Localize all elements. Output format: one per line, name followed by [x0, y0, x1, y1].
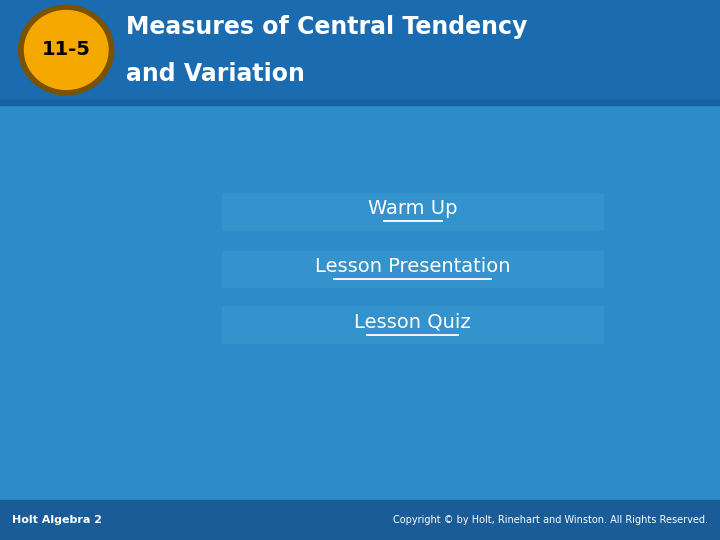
Bar [222, 251, 603, 287]
Bar [222, 306, 603, 343]
Bar [0, 500, 720, 540]
Text: Lesson Quiz: Lesson Quiz [354, 312, 471, 332]
Bar [0, 0, 720, 100]
Bar [222, 193, 603, 230]
Text: Lesson Presentation: Lesson Presentation [315, 256, 510, 276]
Ellipse shape [24, 10, 108, 89]
Ellipse shape [19, 5, 114, 95]
Text: Measures of Central Tendency: Measures of Central Tendency [126, 15, 527, 39]
Text: and Variation: and Variation [126, 62, 305, 86]
Text: Holt Algebra 2: Holt Algebra 2 [12, 515, 102, 525]
Text: 11-5: 11-5 [42, 40, 91, 59]
Bar [0, 100, 720, 105]
Text: Warm Up: Warm Up [368, 199, 457, 218]
Text: Copyright © by Holt, Rinehart and Winston. All Rights Reserved.: Copyright © by Holt, Rinehart and Winsto… [394, 515, 708, 525]
